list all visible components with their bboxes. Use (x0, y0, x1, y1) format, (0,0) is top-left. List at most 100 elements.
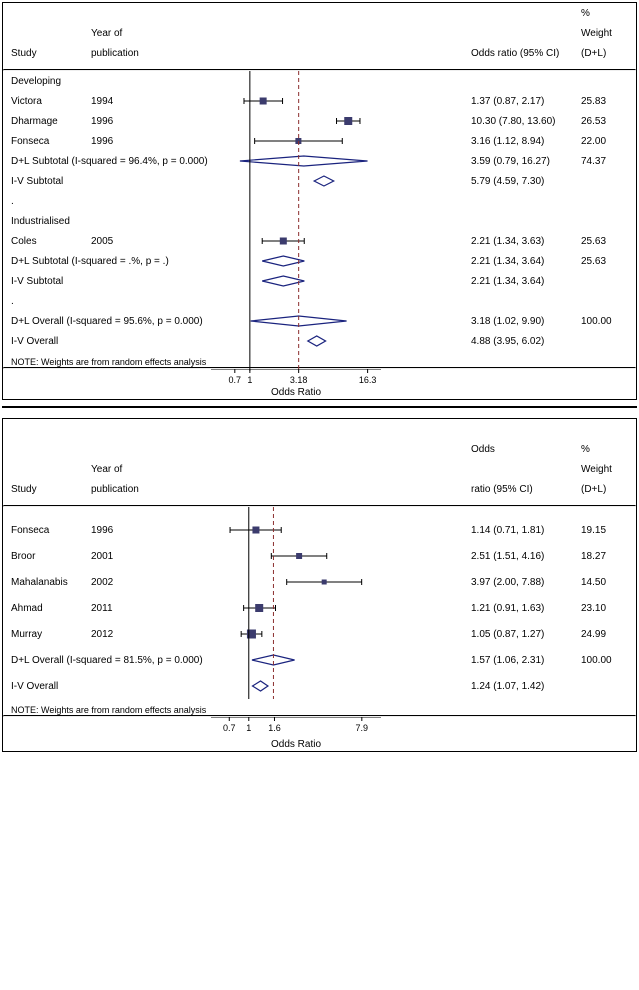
header-or: Odds ratio (95% CI) (471, 48, 581, 59)
subtotal-label: D+L Subtotal (I-squared = 96.4%, p = 0.0… (3, 156, 211, 167)
subtotal-label: D+L Overall (I-squared = 95.6%, p = 0.00… (3, 316, 211, 327)
forest-row: I-V Overall 4.88 (3.95, 6.02) (3, 331, 636, 351)
or-text: 1.24 (1.07, 1.42) (471, 681, 581, 692)
group-dot: . (3, 191, 636, 211)
svg-text:1: 1 (247, 375, 252, 385)
wt-text: 25.63 (581, 236, 636, 247)
header-wt1: % (581, 444, 636, 455)
svg-text:0.7: 0.7 (223, 723, 236, 733)
wt-text: 18.27 (581, 551, 636, 562)
or-text: 3.18 (1.02, 9.90) (471, 316, 581, 327)
wt-text: 22.00 (581, 136, 636, 147)
wt-text: 19.15 (581, 525, 636, 536)
note-text: NOTE: Weights are from random effects an… (3, 705, 636, 715)
forest-row: I-V Overall 1.24 (1.07, 1.42) (3, 673, 636, 699)
or-text: 3.97 (2.00, 7.88) (471, 577, 581, 588)
study-year: 2012 (91, 629, 211, 640)
forest-row: D+L Subtotal (I-squared = .%, p = .) 2.2… (3, 251, 636, 271)
header-year1: Year of (91, 28, 211, 39)
wt-text: 14.50 (581, 577, 636, 588)
study-name: Dharmage (3, 116, 91, 127)
or-text: 2.21 (1.34, 3.63) (471, 236, 581, 247)
group-label: Developing (3, 71, 636, 91)
subtotal-label: I-V Overall (3, 336, 211, 347)
study-name: Broor (3, 551, 91, 562)
svg-text:0.7: 0.7 (229, 375, 242, 385)
or-text: 2.21 (1.34, 3.64) (471, 276, 581, 287)
svg-text:16.3: 16.3 (359, 375, 377, 385)
subtotal-label: I-V Subtotal (3, 276, 211, 287)
or-text: 1.57 (1.06, 2.31) (471, 655, 581, 666)
group-label: Industrialised (3, 211, 636, 231)
forest-row: D+L Overall (I-squared = 95.6%, p = 0.00… (3, 311, 636, 331)
study-year: 2001 (91, 551, 211, 562)
forest-row: I-V Subtotal 2.21 (1.34, 3.64) (3, 271, 636, 291)
wt-text: 100.00 (581, 655, 636, 666)
wt-text: 25.63 (581, 256, 636, 267)
subtotal-label: D+L Subtotal (I-squared = .%, p = .) (3, 256, 211, 267)
svg-text:7.9: 7.9 (356, 723, 369, 733)
wt-text: 74.37 (581, 156, 636, 167)
svg-text:3.18: 3.18 (290, 375, 308, 385)
wt-text: 25.83 (581, 96, 636, 107)
header-wt2: Weight (581, 464, 636, 475)
forest-row: Murray2012 1.05 (0.87, 1.27) 24.99 (3, 621, 636, 647)
study-name: Coles (3, 236, 91, 247)
forest-row: Fonseca1996 3.16 (1.12, 8.94) 22.00 (3, 131, 636, 151)
forest-row: Mahalanabis2002 3.97 (2.00, 7.88) 14.50 (3, 569, 636, 595)
overall-label: I-V Overall (3, 681, 211, 692)
forest-plot-panel-1: % Year of Weight Study publication Odds … (2, 2, 637, 400)
or-text: 2.51 (1.51, 4.16) (471, 551, 581, 562)
study-year: 2002 (91, 577, 211, 588)
header-wt3: (D+L) (581, 484, 636, 495)
forest-row: Dharmage1996 10.30 (7.80, 13.60) 26.53 (3, 111, 636, 131)
study-name: Mahalanabis (3, 577, 91, 588)
wt-text: 26.53 (581, 116, 636, 127)
header-study: Study (3, 48, 91, 59)
forest-plot-panel-2: Odds % Year of Weight Study publication … (2, 418, 637, 752)
axis-label: Odds Ratio (271, 739, 321, 750)
forest-row: Fonseca1996 1.14 (0.71, 1.81) 19.15 (3, 517, 636, 543)
forest-row: Victora1994 1.37 (0.87, 2.17) 25.83 (3, 91, 636, 111)
group-dot: . (3, 291, 636, 311)
forest-row: Ahmad2011 1.21 (0.91, 1.63) 23.10 (3, 595, 636, 621)
study-name: Fonseca (3, 136, 91, 147)
svg-text:1: 1 (246, 723, 251, 733)
header-year2: publication (91, 484, 211, 495)
study-year: 1996 (91, 136, 211, 147)
note-text: NOTE: Weights are from random effects an… (3, 357, 636, 367)
or-text: 3.59 (0.79, 16.27) (471, 156, 581, 167)
header-year1: Year of (91, 464, 211, 475)
overall-label: D+L Overall (I-squared = 81.5%, p = 0.00… (3, 655, 211, 666)
study-name: Fonseca (3, 525, 91, 536)
or-text: 5.79 (4.59, 7.30) (471, 176, 581, 187)
header-wt2: Weight (581, 28, 636, 39)
or-text: 4.88 (3.95, 6.02) (471, 336, 581, 347)
or-text: 1.05 (0.87, 1.27) (471, 629, 581, 640)
study-year: 2005 (91, 236, 211, 247)
study-year: 1994 (91, 96, 211, 107)
study-year: 1996 (91, 525, 211, 536)
or-text: 10.30 (7.80, 13.60) (471, 116, 581, 127)
header-or2: ratio (95% CI) (471, 484, 581, 495)
wt-text: 23.10 (581, 603, 636, 614)
forest-row: Coles2005 2.21 (1.34, 3.63) 25.63 (3, 231, 636, 251)
wt-text: 24.99 (581, 629, 636, 640)
study-name: Victora (3, 96, 91, 107)
forest-row: D+L Overall (I-squared = 81.5%, p = 0.00… (3, 647, 636, 673)
study-year: 2011 (91, 603, 211, 614)
wt-text: 100.00 (581, 316, 636, 327)
figure-root: % Year of Weight Study publication Odds … (0, 2, 639, 752)
subtotal-label: I-V Subtotal (3, 176, 211, 187)
header-wt-pct: % (581, 8, 636, 19)
study-year: 1996 (91, 116, 211, 127)
forest-row: D+L Subtotal (I-squared = 96.4%, p = 0.0… (3, 151, 636, 171)
or-text: 3.16 (1.12, 8.94) (471, 136, 581, 147)
or-text: 2.21 (1.34, 3.64) (471, 256, 581, 267)
forest-row: Broor2001 2.51 (1.51, 4.16) 18.27 (3, 543, 636, 569)
svg-text:1.6: 1.6 (268, 723, 281, 733)
study-name: Murray (3, 629, 91, 640)
axis-label: Odds Ratio (271, 387, 321, 398)
header-year2: publication (91, 48, 211, 59)
study-name: Ahmad (3, 603, 91, 614)
